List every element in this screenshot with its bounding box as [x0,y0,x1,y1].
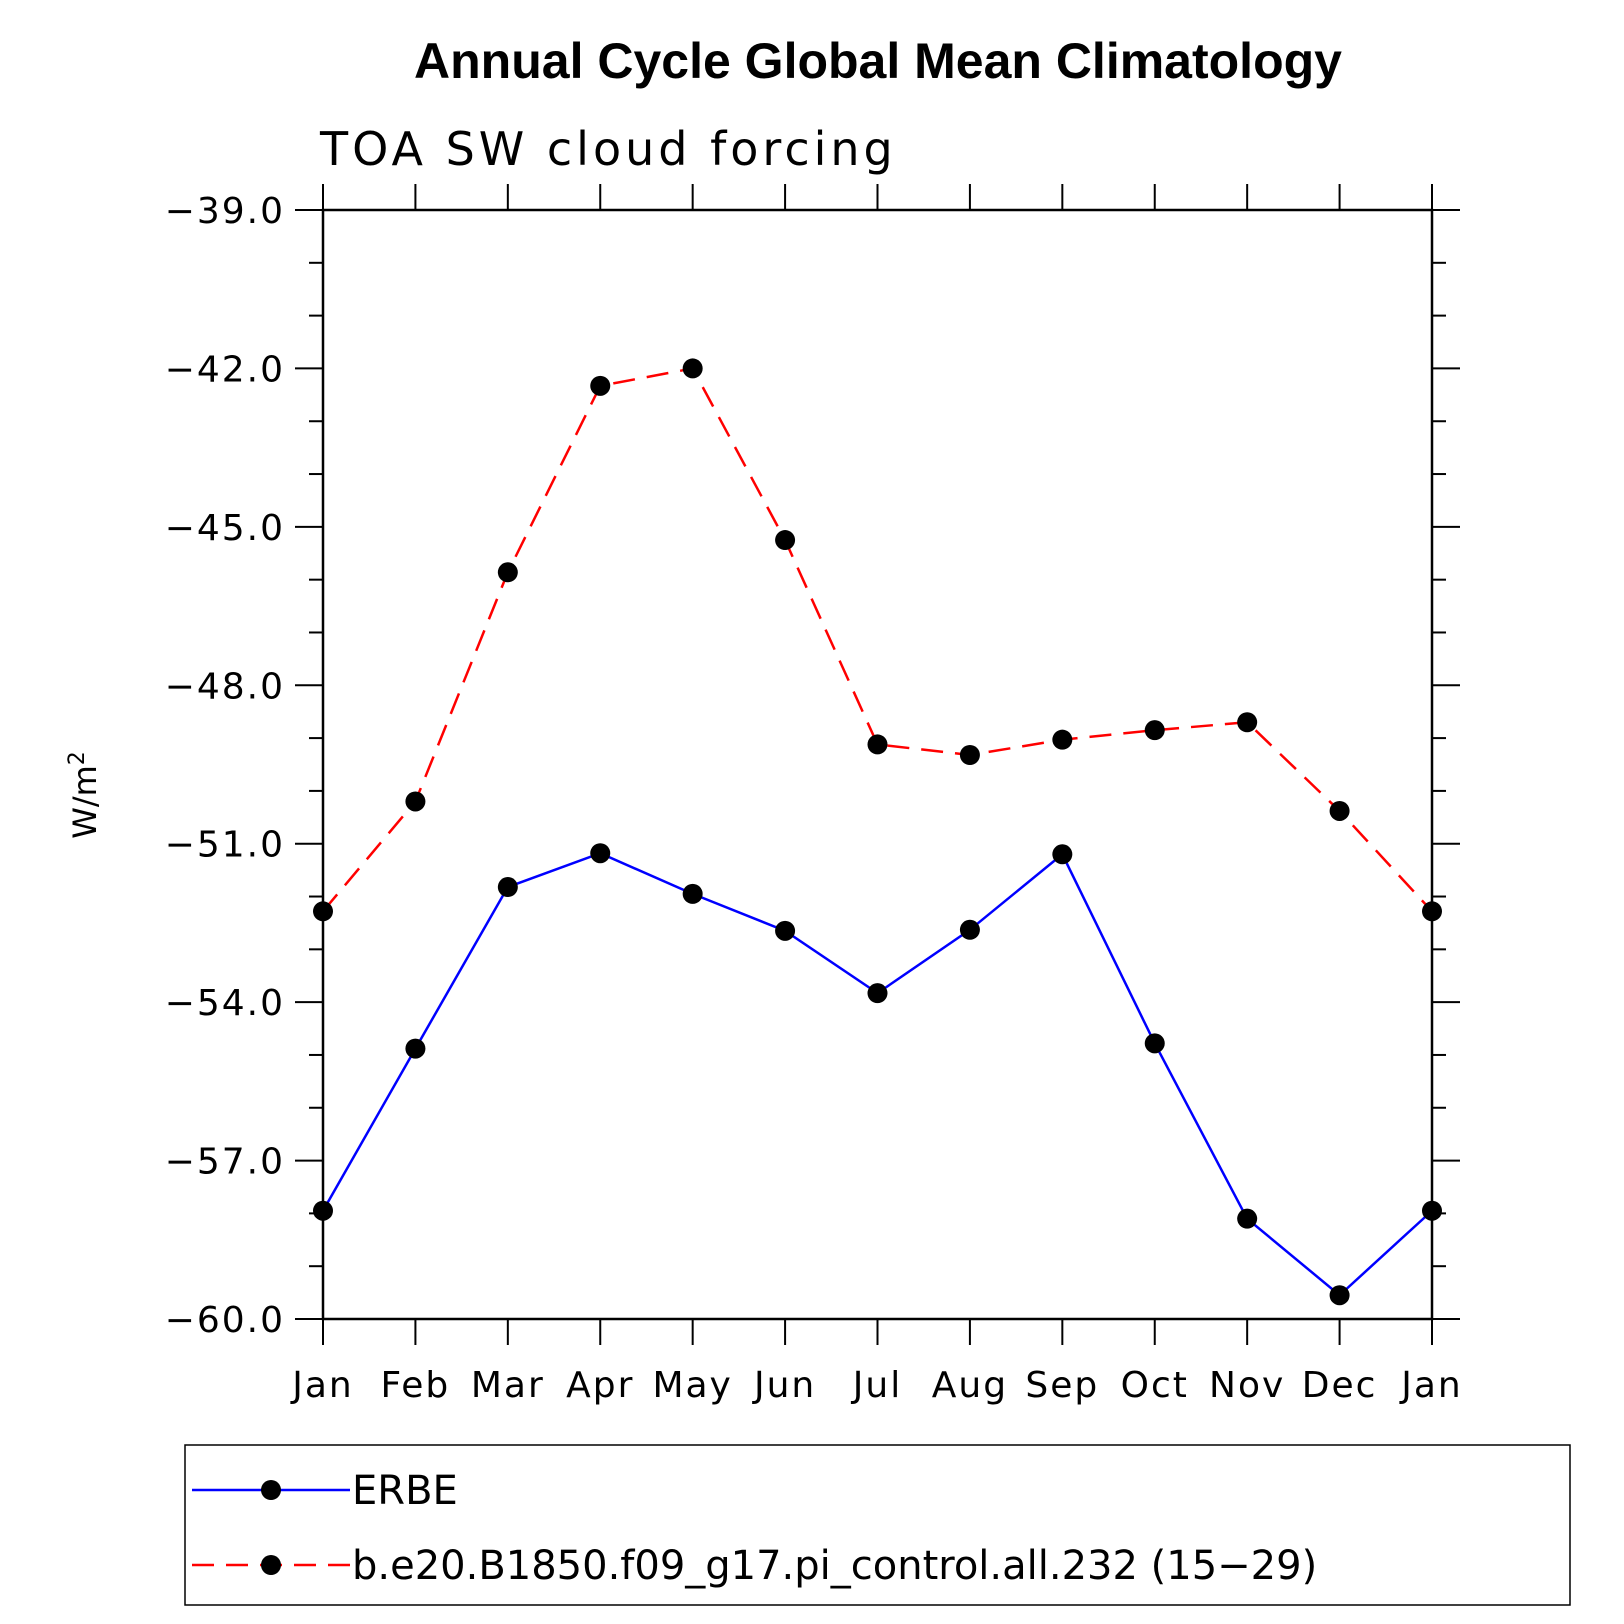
data-point [959,744,980,765]
y-tick-label: −39.0 [165,191,285,232]
series-line [322,367,1433,913]
plot-frame [321,208,1434,1321]
data-point [1329,1285,1350,1306]
series-1 [313,358,1442,922]
data-point [1144,1033,1165,1054]
data-point [497,562,518,583]
chart-subtitle: TOA SW cloud forcing [319,122,897,176]
data-point [959,919,980,940]
data-point [405,791,426,812]
data-point [1052,729,1073,750]
x-tick-label: Oct [1121,1365,1189,1406]
y-tick-label: −45.0 [165,508,285,549]
y-tick-label: −51.0 [165,825,285,866]
y-tick-label: −54.0 [165,983,285,1024]
y-axis-label-exponent: 2 [65,751,90,765]
data-point [1329,800,1350,821]
legend-label: b.e20.B1850.f09_g17.pi_control.all.232 (… [352,1543,1317,1589]
x-tick-label: Feb [381,1365,451,1406]
x-tick-label: Nov [1209,1365,1285,1406]
x-tick-label: Apr [566,1365,634,1406]
legend-label: ERBE [352,1468,458,1514]
y-tick-label: −48.0 [165,666,285,707]
series-0 [313,843,1442,1306]
legend-marker [261,1555,281,1575]
data-point [1237,1208,1258,1229]
x-tick-label: Dec [1302,1365,1378,1406]
data-point [682,883,703,904]
y-axis-label: W/m2 [65,751,104,839]
x-tick-label: Jul [851,1365,902,1406]
y-axis-label-unit: W/m [66,765,104,839]
chart-title: Annual Cycle Global Mean Climatology [414,33,1342,89]
data-point [1422,1200,1442,1221]
x-tick-label: Jun [752,1365,816,1406]
x-tick-label: Jan [1399,1365,1463,1406]
y-tick-label: −57.0 [165,1142,285,1183]
x-tick-label: Jan [290,1365,354,1406]
x-tick-label: May [652,1365,732,1406]
legend-marker [261,1480,281,1500]
data-point [590,843,611,864]
data-point [590,375,611,396]
data-point [1422,901,1442,922]
x-tick-label: Mar [471,1365,545,1406]
y-tick-label: −42.0 [165,349,285,390]
x-tick-label: Aug [932,1365,1008,1406]
x-tick-label: Sep [1025,1365,1099,1406]
series-line [321,851,1433,1297]
data-point [313,901,333,922]
data-point [682,358,703,379]
plot-area: −39.0 −42.0 −45.0 −48.0 −51.0 −54.0 −57.0 −60.0… [165,184,1463,1406]
data-point [497,877,518,898]
y-tick-label: −60.0 [165,1300,285,1341]
data-point [405,1038,426,1059]
legend-box [184,1444,1571,1606]
data-point [1237,712,1258,733]
data-point [1052,844,1073,865]
data-point [867,734,888,755]
data-point [775,920,796,941]
data-point [867,983,888,1004]
data-point [313,1200,333,1221]
series-layer [313,358,1442,1306]
data-point [775,530,796,551]
legend: ERBE b.e20.B1850.f09_g17.pi_control.all.2… [184,1444,1571,1606]
data-point [1144,720,1165,741]
